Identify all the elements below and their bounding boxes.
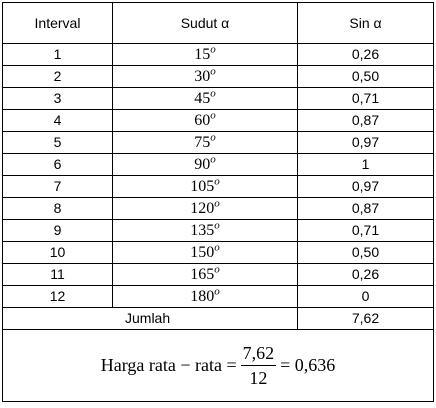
angle-sup: o (210, 65, 216, 78)
angle-cell: 105o (112, 175, 298, 198)
angle-cell: 75o (112, 131, 298, 154)
formula-cell: Harga rata − rata = 7,62 12 = 0,636 (2, 329, 434, 402)
total-row: Jumlah 7,62 (2, 307, 434, 330)
angle-cell: 60o (112, 109, 298, 132)
fraction: 7,62 12 (240, 341, 277, 390)
sin-cell: 0,97 (297, 131, 434, 154)
angle-sup: o (210, 87, 216, 100)
angle-cell: 90o (112, 153, 298, 176)
table-row: 7 105o 0,97 (2, 175, 434, 198)
table: Interval Sudut α Sin α 1 15o 0,26 2 30o 0,50 3… (2, 2, 434, 402)
sin-cell: 0,50 (297, 241, 434, 264)
table-row: 6 90o 1 (2, 153, 434, 176)
formula-row: Harga rata − rata = 7,62 12 = 0,636 (2, 329, 434, 402)
angle-sup: o (210, 131, 216, 144)
sin-cell: 0,71 (297, 219, 434, 242)
angle-sup: o (214, 197, 220, 210)
interval-cell: 1 (2, 43, 113, 66)
table-row: 12 180o 0 (2, 285, 434, 308)
angle-cell: 45o (112, 87, 298, 110)
angle-cell: 15o (112, 43, 298, 66)
interval-cell: 2 (2, 65, 113, 88)
sin-cell: 1 (297, 153, 434, 176)
angle-cell: 135o (112, 219, 298, 242)
angle-value: 135 (190, 222, 215, 239)
table-row: 3 45o 0,71 (2, 87, 434, 110)
interval-cell: 3 (2, 87, 113, 110)
interval-cell: 10 (2, 241, 113, 264)
formula-lhs: Harga rata − rata = (100, 355, 237, 375)
header-cell: Interval (2, 2, 113, 44)
angle-sup: o (210, 153, 216, 166)
angle-value: 150 (190, 244, 215, 261)
angle-sup: o (210, 43, 216, 56)
angle-cell: 120o (112, 197, 298, 220)
table-row: 11 165o 0,26 (2, 263, 434, 286)
table-row: 4 60o 0,87 (2, 109, 434, 132)
interval-cell: 8 (2, 197, 113, 220)
sin-cell: 0,87 (297, 197, 434, 220)
angle-cell: 150o (112, 241, 298, 264)
angle-value: 105 (190, 178, 215, 195)
denominator: 12 (249, 368, 268, 388)
angle-value: 75 (194, 134, 211, 151)
interval-cell: 4 (2, 109, 113, 132)
sin-cell: 0,87 (297, 109, 434, 132)
sin-cell: 0 (297, 285, 434, 308)
table-row: 8 120o 0,87 (2, 197, 434, 220)
interval-cell: 11 (2, 263, 113, 286)
sin-cell: 0,50 (297, 65, 434, 88)
interval-cell: 6 (2, 153, 113, 176)
table-row: 10 150o 0,50 (2, 241, 434, 264)
angle-sup: o (214, 285, 220, 298)
angle-value: 45 (194, 90, 211, 107)
angle-sup: o (214, 241, 220, 254)
header-cell: Sin α (297, 2, 434, 44)
table-row: 5 75o 0,97 (2, 131, 434, 154)
sin-cell: 0,97 (297, 175, 434, 198)
table-row: 9 135o 0,71 (2, 219, 434, 242)
table-row: 1 15o 0,26 (2, 43, 434, 66)
angle-cell: 180o (112, 285, 298, 308)
angle-sup: o (214, 175, 220, 188)
interval-cell: 12 (2, 285, 113, 308)
interval-cell: 5 (2, 131, 113, 154)
total-label: Jumlah (2, 307, 298, 330)
header-row: Interval Sudut α Sin α (2, 2, 434, 44)
sin-cell: 0,26 (297, 43, 434, 66)
table-body: Interval Sudut α Sin α 1 15o 0,26 2 30o 0,50 3… (2, 2, 434, 402)
angle-value: 60 (194, 112, 211, 129)
header-cell: Sudut α (112, 2, 298, 44)
angle-value: 165 (190, 266, 215, 283)
angle-value: 180 (190, 288, 215, 305)
angle-sup: o (210, 109, 216, 122)
interval-cell: 7 (2, 175, 113, 198)
table-row: 2 30o 0,50 (2, 65, 434, 88)
angle-value: 90 (194, 156, 211, 173)
angle-sup: o (214, 263, 220, 276)
sin-cell: 0,71 (297, 87, 434, 110)
angle-value: 120 (190, 200, 215, 217)
angle-value: 30 (194, 68, 211, 85)
angle-cell: 30o (112, 65, 298, 88)
sin-cell: 0,26 (297, 263, 434, 286)
angle-value: 15 (194, 46, 211, 63)
total-value: 7,62 (297, 307, 434, 330)
numerator: 7,62 (240, 341, 277, 366)
formula-result: = 0,636 (280, 355, 336, 375)
angle-cell: 165o (112, 263, 298, 286)
angle-sup: o (214, 219, 220, 232)
interval-cell: 9 (2, 219, 113, 242)
